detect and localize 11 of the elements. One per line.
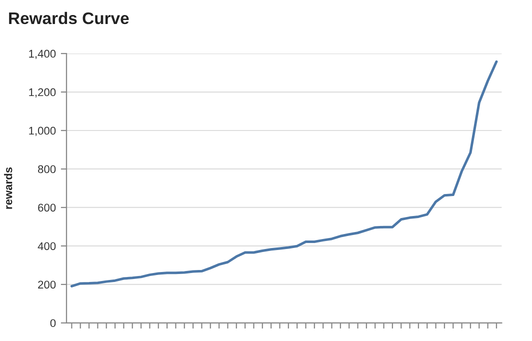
y-tick-label: 0 [50,319,56,328]
y-tick-label: 200 [38,280,56,289]
y-tick-label: 600 [38,204,56,212]
chart-title: Rewards Curve [9,12,129,24]
y-tick-label: 800 [38,165,56,174]
y-tick-label: 1,400 [29,50,56,59]
y-tick-label: 1,200 [29,88,56,98]
line-series [70,60,498,288]
y-tick-label: 400 [38,242,56,250]
y-axis-title: rewards [4,167,12,209]
y-tick-label: 1,000 [29,126,56,136]
